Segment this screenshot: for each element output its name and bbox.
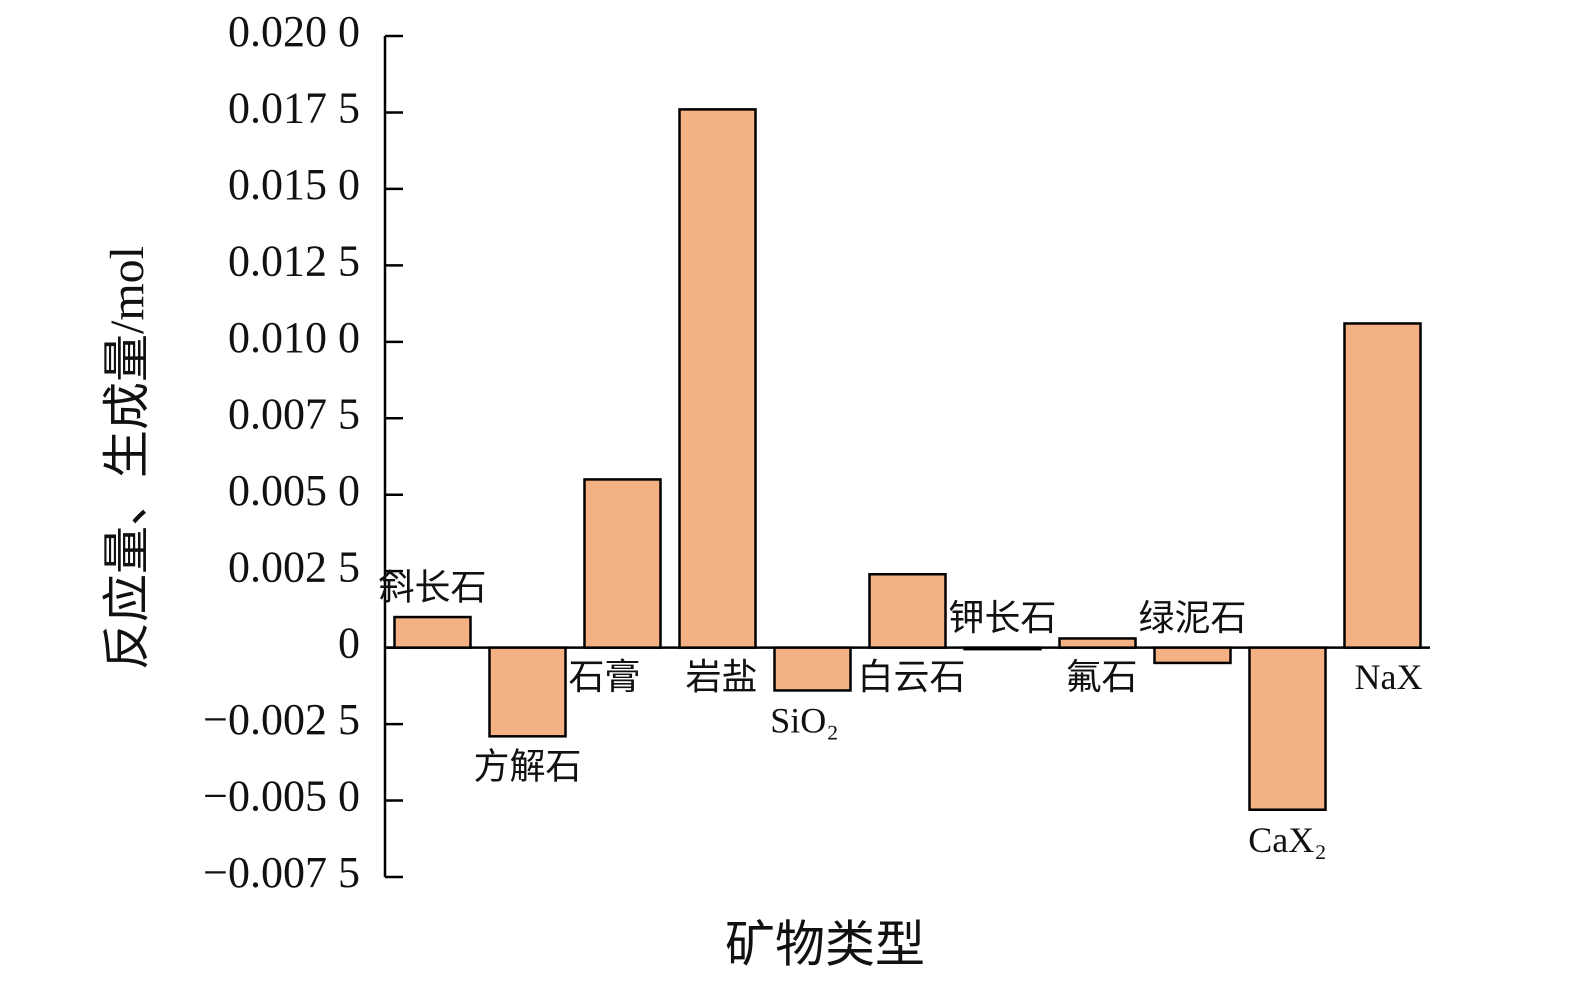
x-tick-label: 斜长石 (378, 567, 486, 607)
y-tick-label: −0.007 5 (203, 848, 360, 897)
y-tick-label: −0.005 0 (203, 772, 360, 821)
y-tick-label: 0.010 0 (228, 313, 360, 362)
x-tick-label: SiO₂ (770, 701, 839, 741)
bar (868, 572, 947, 649)
y-tick-label: 0.017 5 (228, 84, 360, 133)
x-tick-label: 方解石 (473, 747, 581, 787)
x-tick-label: 绿泥石 (1138, 598, 1246, 638)
bar (773, 646, 852, 692)
x-tick-label: 钾长石 (948, 598, 1056, 638)
bar (963, 646, 1042, 651)
x-tick-label: CaX₂ (1248, 820, 1327, 860)
y-tick-label: 0.005 0 (228, 466, 360, 515)
y-tick-label: 0.020 0 (228, 7, 360, 56)
bar (1343, 322, 1422, 649)
y-tick-label: 0.002 5 (228, 542, 360, 591)
x-axis-title: 矿物类型 (725, 916, 925, 972)
x-tick-label: 氟石 (1065, 657, 1137, 697)
bar (1248, 646, 1327, 811)
bar (1058, 637, 1137, 649)
y-tick-label: −0.002 5 (203, 695, 360, 744)
y-tick-label: 0.012 5 (228, 236, 360, 285)
bar (488, 646, 567, 738)
bar (583, 478, 662, 649)
x-tick-label: 岩盐 (685, 657, 757, 697)
x-tick-label: 石膏 (568, 657, 640, 697)
bar (1153, 646, 1232, 665)
bar (678, 108, 757, 649)
x-tick-label: NaX (1355, 657, 1423, 697)
x-tick-label: 白云石 (857, 657, 965, 697)
bar (393, 615, 472, 649)
y-axis-title: 反应量、生成量/mol (101, 246, 154, 670)
y-tick-label: 0 (338, 619, 360, 668)
y-tick-label: 0.007 5 (228, 389, 360, 438)
y-tick-label: 0.015 0 (228, 160, 360, 209)
